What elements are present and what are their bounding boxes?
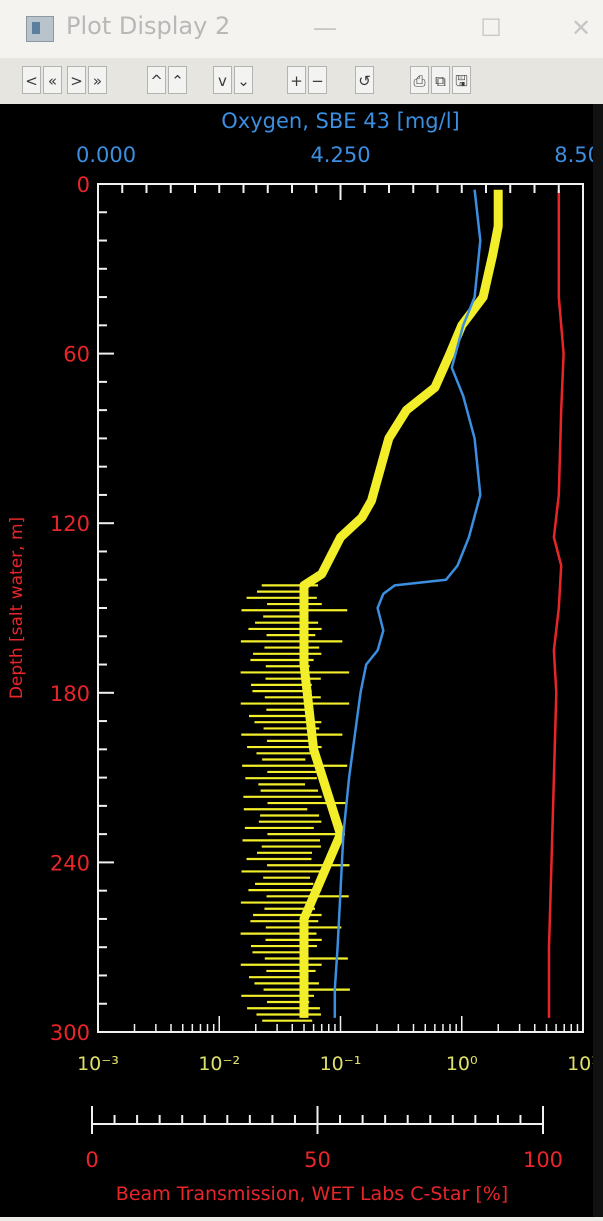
depth-tick-label: 180 [50,682,90,706]
log-tick-label: 10⁰ [446,1053,478,1075]
zoom-out-button[interactable]: − [308,66,327,94]
app-icon [26,16,54,42]
log-tick-label: 10⁻³ [77,1053,119,1075]
log-tick-label: 10¹ [567,1053,599,1075]
beam-axis-label: Beam Transmission, WET Labs C-Star [%] [116,1183,508,1205]
log-tick-label: 10⁻¹ [320,1053,362,1075]
save-button[interactable]: 🖫 [452,66,471,94]
oxygen-tick-label: 0.000 [76,143,136,167]
depth-tick-label: 300 [50,1021,90,1045]
depth-tick-label: 0 [77,173,90,197]
minimize-button[interactable]: — [313,14,337,42]
oxygen-tick-label: 4.250 [310,143,370,167]
first-page-button[interactable]: < [22,66,41,94]
copy-button[interactable]: ⧉ [431,66,450,94]
plot-chart: 0 60 120 180 240 300 Depth [salt water, m] 0.00… [7,109,601,1205]
beam-tick-label: 0 [85,1148,98,1172]
oxygen-series-line [333,189,482,1018]
close-button[interactable]: ✕ [570,14,592,42]
next-button[interactable]: > [67,66,86,94]
vertical-scrollbar[interactable] [593,104,603,1217]
up-button[interactable]: ^ [147,66,166,94]
depth-tick-label: 120 [50,512,90,536]
depth-tick-label: 60 [63,343,90,367]
next-fast-button[interactable]: » [88,66,107,94]
plot-area: 0 60 120 180 240 300 Depth [salt water, m] 0.00… [0,104,603,1217]
oxygen-axis-label: Oxygen, SBE 43 [mg/l] [221,109,459,133]
depth-axis-label: Depth [salt water, m] [7,517,27,699]
log-tick-label: 10⁻² [198,1053,240,1075]
up-fast-button[interactable]: ⌃ [168,66,187,94]
plot-toolbar: < «>» ^ ⌃ v ⌄ + − ↺ ⎙ ⧉ 🖫 [0,58,603,105]
down-button[interactable]: v [213,66,232,94]
beam-tick-label: 50 [304,1148,331,1172]
beam-series-line [547,189,565,1018]
prev-fast-button[interactable]: « [43,66,62,94]
print-button[interactable]: ⎙ [410,66,429,94]
zoom-in-button[interactable]: + [287,66,306,94]
maximize-button[interactable]: ☐ [480,14,502,42]
down-fast-button[interactable]: ⌄ [234,66,253,94]
beam-tick-label: 100 [523,1148,563,1172]
depth-tick-label: 240 [50,851,90,875]
window-title: Plot Display 2 [66,12,231,40]
undo-button[interactable]: ↺ [355,66,374,94]
window-titlebar: Plot Display 2 — ☐ ✕ [0,0,603,58]
